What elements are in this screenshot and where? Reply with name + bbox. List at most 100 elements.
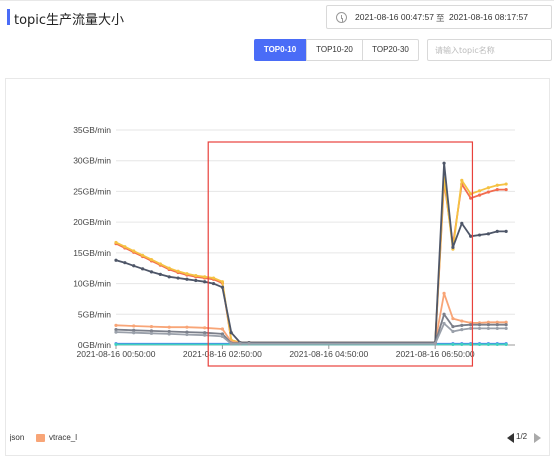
data-point xyxy=(221,286,224,289)
legend-page-indicator: 1/2 xyxy=(516,432,527,441)
data-point xyxy=(159,273,162,276)
data-point xyxy=(168,326,171,329)
data-point xyxy=(141,267,144,270)
legend-label: vtrace_l xyxy=(49,433,77,442)
data-point xyxy=(487,343,490,346)
y-tick-label: 20GB/min xyxy=(73,217,111,227)
data-point xyxy=(247,342,250,345)
y-tick-label: 25GB/min xyxy=(73,186,111,196)
data-point xyxy=(221,327,224,330)
data-point xyxy=(114,324,117,327)
x-tick-label: 2021-08-16 02:50:00 xyxy=(183,349,262,359)
data-point xyxy=(478,189,481,192)
data-point xyxy=(212,282,215,285)
data-point xyxy=(176,270,179,273)
data-point xyxy=(496,343,499,346)
data-point xyxy=(132,264,135,267)
series-line xyxy=(116,314,506,343)
data-point xyxy=(487,323,490,326)
data-point xyxy=(442,162,445,165)
data-point xyxy=(451,246,454,249)
data-point xyxy=(203,280,206,283)
data-point xyxy=(185,278,188,281)
data-point xyxy=(434,342,437,345)
data-point xyxy=(505,182,508,185)
data-point xyxy=(185,272,188,275)
data-point xyxy=(141,254,144,257)
data-point xyxy=(442,322,445,325)
data-point xyxy=(150,325,153,328)
data-point xyxy=(150,258,153,261)
data-point xyxy=(239,342,242,345)
data-point xyxy=(460,319,463,322)
x-tick-label: 2021-08-16 06:50:00 xyxy=(396,349,475,359)
data-point xyxy=(469,323,472,326)
data-point xyxy=(176,276,179,279)
data-point xyxy=(460,324,463,327)
data-point xyxy=(203,275,206,278)
data-point xyxy=(132,324,135,327)
data-point xyxy=(478,194,481,197)
data-point xyxy=(114,331,117,334)
data-point xyxy=(221,335,224,338)
data-point xyxy=(505,323,508,326)
data-point xyxy=(123,261,126,264)
data-point xyxy=(496,184,499,187)
data-point xyxy=(451,343,454,346)
data-point xyxy=(114,241,117,244)
data-point xyxy=(159,262,162,265)
data-point xyxy=(460,328,463,331)
y-tick-label: 15GB/min xyxy=(73,248,111,258)
data-point xyxy=(442,313,445,316)
data-point xyxy=(168,275,171,278)
data-point xyxy=(451,325,454,328)
data-point xyxy=(442,292,445,295)
data-point xyxy=(230,331,233,334)
data-point xyxy=(478,327,481,330)
data-point xyxy=(168,332,171,335)
data-point xyxy=(469,197,472,200)
data-point xyxy=(469,327,472,330)
legend-next-page-icon[interactable] xyxy=(534,433,541,443)
data-point xyxy=(487,327,490,330)
data-point xyxy=(185,326,188,329)
data-point xyxy=(230,342,233,345)
data-point xyxy=(460,343,463,346)
y-tick-label: 35GB/min xyxy=(73,125,111,135)
data-point xyxy=(469,235,472,238)
data-point xyxy=(451,330,454,333)
data-point xyxy=(132,249,135,252)
data-point xyxy=(487,190,490,193)
data-point xyxy=(168,267,171,270)
data-point xyxy=(185,333,188,336)
data-point xyxy=(460,222,463,225)
data-point xyxy=(496,230,499,233)
data-point xyxy=(505,230,508,233)
data-point xyxy=(487,232,490,235)
data-point xyxy=(487,186,490,189)
y-tick-label: 10GB/min xyxy=(73,279,111,289)
x-tick-label: 2021-08-16 00:50:00 xyxy=(77,349,156,359)
data-point xyxy=(150,332,153,335)
data-point xyxy=(505,343,508,346)
data-point xyxy=(460,179,463,182)
data-point xyxy=(114,259,117,262)
data-point xyxy=(496,323,499,326)
y-tick-label: 5GB/min xyxy=(78,309,111,319)
data-point xyxy=(469,343,472,346)
data-point xyxy=(469,192,472,195)
data-point xyxy=(496,188,499,191)
data-point xyxy=(203,326,206,329)
y-tick-label: 30GB/min xyxy=(73,156,111,166)
data-point xyxy=(478,343,481,346)
data-point xyxy=(150,270,153,273)
data-point xyxy=(203,334,206,337)
data-point xyxy=(505,188,508,191)
legend-prev-page-icon[interactable] xyxy=(507,433,514,443)
data-point xyxy=(194,274,197,277)
data-point xyxy=(114,343,117,346)
data-point xyxy=(496,327,499,330)
data-point xyxy=(194,279,197,282)
